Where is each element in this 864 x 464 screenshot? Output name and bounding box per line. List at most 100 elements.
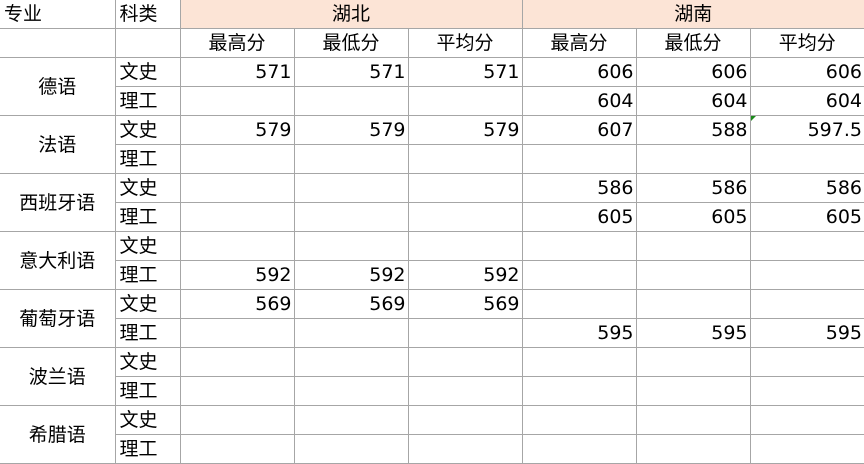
hunan-avg-cell[interactable] — [749, 376, 864, 406]
hunan-max-cell[interactable]: 586 — [521, 173, 637, 203]
category-cell[interactable]: 文史 — [114, 57, 181, 87]
hunan-avg-cell[interactable]: 586 — [749, 173, 864, 203]
hubei-avg-cell[interactable]: 569 — [407, 289, 523, 319]
hunan-min-cell[interactable] — [635, 405, 751, 435]
hunan-avg-cell[interactable] — [749, 347, 864, 377]
hubei-max-cell[interactable]: 579 — [179, 115, 295, 145]
category-cell[interactable]: 理工 — [114, 260, 181, 290]
hubei-max-cell[interactable] — [179, 434, 295, 464]
major-cell[interactable]: 法语 — [0, 115, 116, 174]
category-cell[interactable]: 文史 — [114, 231, 181, 261]
hubei-max-cell[interactable] — [179, 86, 295, 116]
hunan-max-cell[interactable] — [521, 144, 637, 174]
hubei-avg-cell[interactable] — [407, 434, 523, 464]
hunan-min-cell[interactable]: 595 — [635, 318, 751, 348]
hunan-max-cell[interactable] — [521, 289, 637, 319]
hunan-avg-cell[interactable]: 605 — [749, 202, 864, 232]
hunan-avg-cell[interactable]: 604 — [749, 86, 864, 116]
hubei-avg-cell[interactable] — [407, 173, 523, 203]
hubei-min-cell[interactable]: 571 — [293, 57, 409, 87]
major-cell[interactable]: 意大利语 — [0, 231, 116, 290]
hubei-max-cell[interactable] — [179, 173, 295, 203]
hubei-min-cell[interactable] — [293, 231, 409, 261]
hubei-max-cell[interactable] — [179, 202, 295, 232]
hunan-min-cell[interactable] — [635, 434, 751, 464]
hubei-min-cell[interactable]: 579 — [293, 115, 409, 145]
hunan-avg-cell[interactable]: 606 — [749, 57, 864, 87]
category-cell[interactable]: 理工 — [114, 144, 181, 174]
category-cell[interactable]: 理工 — [114, 318, 181, 348]
major-header-cell[interactable]: 专业 — [0, 0, 116, 29]
hunan-min-cell[interactable] — [635, 347, 751, 377]
major-cell[interactable]: 德语 — [0, 57, 116, 116]
hubei-max-cell[interactable] — [179, 405, 295, 435]
hunan-avg-cell[interactable] — [749, 289, 864, 319]
hunan-avg-cell[interactable] — [749, 231, 864, 261]
hunan-max-cell[interactable] — [521, 231, 637, 261]
hunan-max-cell[interactable] — [521, 347, 637, 377]
category-cell[interactable]: 理工 — [114, 434, 181, 464]
hunan-min-cell[interactable]: 604 — [635, 86, 751, 116]
region-header-hubei[interactable]: 湖北 — [179, 0, 523, 29]
hunan-min-header[interactable]: 最低分 — [635, 28, 751, 58]
category-cell[interactable]: 文史 — [114, 173, 181, 203]
hubei-avg-cell[interactable]: 579 — [407, 115, 523, 145]
hubei-max-cell[interactable]: 569 — [179, 289, 295, 319]
major-cell[interactable]: 波兰语 — [0, 347, 116, 406]
hubei-max-cell[interactable]: 571 — [179, 57, 295, 87]
hubei-avg-cell[interactable] — [407, 405, 523, 435]
hubei-max-cell[interactable] — [179, 318, 295, 348]
hubei-avg-cell[interactable] — [407, 376, 523, 406]
hunan-avg-cell[interactable] — [749, 260, 864, 290]
hunan-max-cell[interactable]: 607 — [521, 115, 637, 145]
hubei-avg-cell[interactable] — [407, 318, 523, 348]
hubei-min-cell[interactable] — [293, 347, 409, 377]
hubei-min-cell[interactable]: 592 — [293, 260, 409, 290]
hunan-min-cell[interactable]: 588 — [635, 115, 751, 145]
hubei-avg-cell[interactable] — [407, 86, 523, 116]
hunan-min-cell[interactable]: 606 — [635, 57, 751, 87]
hunan-max-cell[interactable]: 595 — [521, 318, 637, 348]
hunan-avg-cell[interactable]: 595 — [749, 318, 864, 348]
hunan-avg-cell[interactable] — [749, 144, 864, 174]
hunan-max-cell[interactable]: 606 — [521, 57, 637, 87]
hubei-avg-cell[interactable] — [407, 202, 523, 232]
category-cell[interactable]: 理工 — [114, 86, 181, 116]
major-cell[interactable]: 西班牙语 — [0, 173, 116, 232]
hubei-avg-cell[interactable] — [407, 347, 523, 377]
hunan-max-cell[interactable]: 604 — [521, 86, 637, 116]
hunan-max-cell[interactable] — [521, 376, 637, 406]
hubei-avg-cell[interactable] — [407, 144, 523, 174]
major-cell[interactable]: 希腊语 — [0, 405, 116, 464]
hunan-min-cell[interactable] — [635, 289, 751, 319]
category-cell[interactable]: 文史 — [114, 289, 181, 319]
hubei-min-header[interactable]: 最低分 — [293, 28, 409, 58]
hunan-min-cell[interactable] — [635, 260, 751, 290]
hubei-avg-cell[interactable]: 592 — [407, 260, 523, 290]
hubei-max-cell[interactable] — [179, 376, 295, 406]
empty-cell[interactable] — [114, 28, 181, 58]
category-header-cell[interactable]: 科类 — [114, 0, 181, 29]
hunan-min-cell[interactable] — [635, 376, 751, 406]
empty-cell[interactable] — [0, 28, 116, 58]
hubei-max-cell[interactable]: 592 — [179, 260, 295, 290]
hubei-min-cell[interactable] — [293, 86, 409, 116]
hunan-avg-cell[interactable]: 597.5 — [749, 115, 864, 145]
hunan-max-cell[interactable] — [521, 260, 637, 290]
hunan-max-header[interactable]: 最高分 — [521, 28, 637, 58]
hubei-max-header[interactable]: 最高分 — [179, 28, 295, 58]
hunan-max-cell[interactable] — [521, 434, 637, 464]
hubei-min-cell[interactable] — [293, 376, 409, 406]
hubei-max-cell[interactable] — [179, 231, 295, 261]
hubei-avg-cell[interactable] — [407, 231, 523, 261]
hunan-max-cell[interactable] — [521, 405, 637, 435]
hubei-min-cell[interactable] — [293, 318, 409, 348]
category-cell[interactable]: 文史 — [114, 115, 181, 145]
hubei-avg-header[interactable]: 平均分 — [407, 28, 523, 58]
hubei-min-cell[interactable] — [293, 173, 409, 203]
hunan-min-cell[interactable]: 586 — [635, 173, 751, 203]
region-header-hunan[interactable]: 湖南 — [521, 0, 864, 29]
hunan-avg-cell[interactable] — [749, 434, 864, 464]
hunan-min-cell[interactable] — [635, 144, 751, 174]
hunan-max-cell[interactable]: 605 — [521, 202, 637, 232]
